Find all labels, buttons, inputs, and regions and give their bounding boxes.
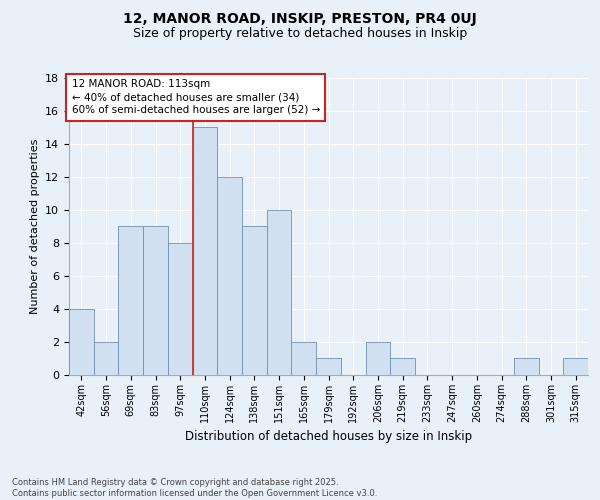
Bar [267, 210, 292, 375]
Bar [316, 358, 341, 375]
Bar [365, 342, 390, 375]
Bar [242, 226, 267, 375]
Bar [217, 176, 242, 375]
Bar [94, 342, 118, 375]
X-axis label: Distribution of detached houses by size in Inskip: Distribution of detached houses by size … [185, 430, 472, 444]
Bar [514, 358, 539, 375]
Bar [143, 226, 168, 375]
Bar [193, 127, 217, 375]
Text: Contains HM Land Registry data © Crown copyright and database right 2025.
Contai: Contains HM Land Registry data © Crown c… [12, 478, 377, 498]
Bar [292, 342, 316, 375]
Bar [118, 226, 143, 375]
Bar [168, 243, 193, 375]
Bar [563, 358, 588, 375]
Y-axis label: Number of detached properties: Number of detached properties [29, 138, 40, 314]
Bar [69, 309, 94, 375]
Bar [390, 358, 415, 375]
Text: Size of property relative to detached houses in Inskip: Size of property relative to detached ho… [133, 28, 467, 40]
Text: 12, MANOR ROAD, INSKIP, PRESTON, PR4 0UJ: 12, MANOR ROAD, INSKIP, PRESTON, PR4 0UJ [123, 12, 477, 26]
Text: 12 MANOR ROAD: 113sqm
← 40% of detached houses are smaller (34)
60% of semi-deta: 12 MANOR ROAD: 113sqm ← 40% of detached … [71, 79, 320, 116]
